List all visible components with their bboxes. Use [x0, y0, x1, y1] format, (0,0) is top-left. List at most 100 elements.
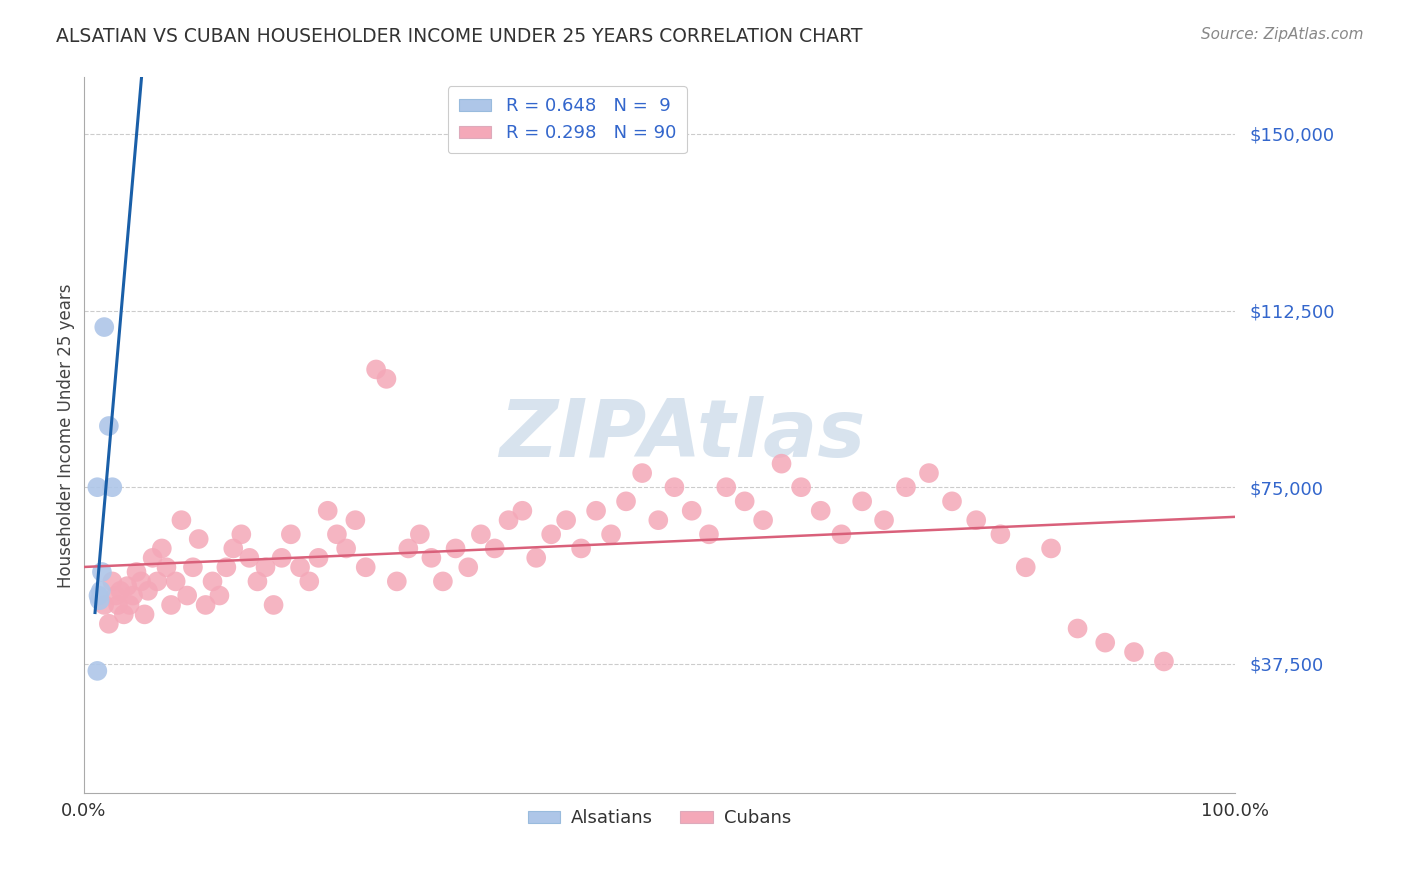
- Point: [134, 607, 156, 622]
- Point: [222, 541, 245, 556]
- Point: [681, 504, 703, 518]
- Point: [187, 532, 209, 546]
- Point: [1066, 622, 1088, 636]
- Point: [93, 598, 115, 612]
- Point: [716, 480, 738, 494]
- Point: [420, 550, 443, 565]
- Point: [117, 579, 139, 593]
- Point: [585, 504, 607, 518]
- Point: [201, 574, 224, 589]
- Point: [288, 560, 311, 574]
- Point: [91, 565, 114, 579]
- Point: [104, 589, 127, 603]
- Point: [170, 513, 193, 527]
- Point: [93, 320, 115, 334]
- Point: [90, 583, 112, 598]
- Point: [165, 574, 187, 589]
- Point: [270, 550, 292, 565]
- Point: [851, 494, 873, 508]
- Point: [208, 589, 231, 603]
- Point: [335, 541, 357, 556]
- Point: [965, 513, 987, 527]
- Point: [1153, 655, 1175, 669]
- Point: [375, 372, 398, 386]
- Point: [125, 565, 148, 579]
- Point: [344, 513, 367, 527]
- Point: [385, 574, 408, 589]
- Point: [238, 550, 260, 565]
- Point: [308, 550, 330, 565]
- Point: [396, 541, 419, 556]
- Point: [246, 574, 269, 589]
- Point: [194, 598, 217, 612]
- Point: [734, 494, 756, 508]
- Point: [118, 598, 141, 612]
- Text: Source: ZipAtlas.com: Source: ZipAtlas.com: [1201, 27, 1364, 42]
- Point: [894, 480, 917, 494]
- Point: [107, 598, 129, 612]
- Point: [215, 560, 238, 574]
- Point: [263, 598, 285, 612]
- Point: [354, 560, 377, 574]
- Text: ALSATIAN VS CUBAN HOUSEHOLDER INCOME UNDER 25 YEARS CORRELATION CHART: ALSATIAN VS CUBAN HOUSEHOLDER INCOME UND…: [56, 27, 863, 45]
- Point: [524, 550, 547, 565]
- Point: [790, 480, 813, 494]
- Point: [146, 574, 169, 589]
- Point: [316, 504, 339, 518]
- Point: [941, 494, 963, 508]
- Point: [97, 616, 120, 631]
- Point: [600, 527, 623, 541]
- Point: [631, 466, 654, 480]
- Point: [810, 504, 832, 518]
- Point: [122, 589, 145, 603]
- Point: [86, 664, 108, 678]
- Legend: Alsatians, Cubans: Alsatians, Cubans: [520, 802, 799, 834]
- Point: [484, 541, 506, 556]
- Point: [1040, 541, 1063, 556]
- Point: [150, 541, 173, 556]
- Point: [112, 607, 135, 622]
- Point: [498, 513, 520, 527]
- Point: [142, 550, 165, 565]
- Point: [918, 466, 941, 480]
- Point: [298, 574, 321, 589]
- Point: [409, 527, 432, 541]
- Text: ZIPAtlas: ZIPAtlas: [499, 396, 866, 475]
- Point: [364, 362, 387, 376]
- Point: [176, 589, 198, 603]
- Point: [155, 560, 177, 574]
- Point: [136, 583, 159, 598]
- Point: [97, 419, 120, 434]
- Point: [444, 541, 467, 556]
- Point: [87, 589, 110, 603]
- Point: [697, 527, 720, 541]
- Point: [647, 513, 669, 527]
- Point: [470, 527, 492, 541]
- Point: [1094, 635, 1116, 649]
- Point: [1015, 560, 1038, 574]
- Point: [614, 494, 637, 508]
- Point: [830, 527, 852, 541]
- Point: [101, 480, 124, 494]
- Point: [129, 574, 152, 589]
- Point: [664, 480, 686, 494]
- Point: [110, 583, 132, 598]
- Point: [1123, 645, 1146, 659]
- Point: [752, 513, 775, 527]
- Point: [254, 560, 277, 574]
- Point: [86, 480, 108, 494]
- Point: [540, 527, 562, 541]
- Point: [160, 598, 183, 612]
- Point: [280, 527, 302, 541]
- Point: [569, 541, 592, 556]
- Point: [326, 527, 349, 541]
- Point: [512, 504, 534, 518]
- Point: [231, 527, 253, 541]
- Point: [89, 593, 111, 607]
- Point: [101, 574, 124, 589]
- Point: [770, 457, 793, 471]
- Point: [432, 574, 454, 589]
- Point: [181, 560, 204, 574]
- Point: [990, 527, 1012, 541]
- Point: [457, 560, 479, 574]
